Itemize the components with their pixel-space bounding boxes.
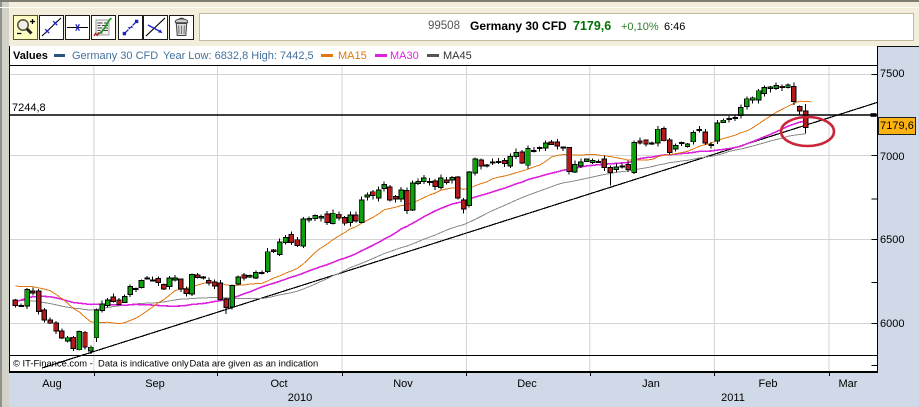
svg-text:7244,8: 7244,8 [12, 102, 46, 114]
svg-text:© IT-Finance.com - Data is in: © IT-Finance.com - Data is indicative on… [13, 358, 318, 369]
